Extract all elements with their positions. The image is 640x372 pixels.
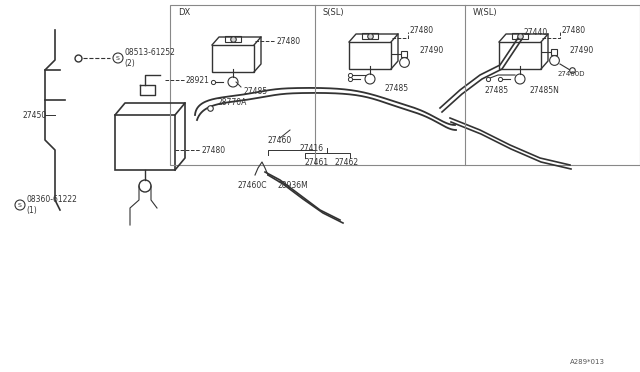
Text: 27440: 27440 — [524, 28, 548, 36]
Text: 27462: 27462 — [335, 157, 359, 167]
Bar — [499, 42, 541, 69]
Text: 27485: 27485 — [385, 83, 409, 93]
Text: 27480: 27480 — [410, 26, 434, 35]
Text: 27460D: 27460D — [558, 71, 586, 77]
Text: 27480: 27480 — [202, 145, 226, 154]
Text: 27485: 27485 — [243, 87, 267, 96]
Bar — [349, 42, 391, 69]
Text: S: S — [116, 55, 120, 61]
Text: 28921: 28921 — [186, 76, 210, 84]
Bar — [362, 33, 378, 39]
Text: S(SL): S(SL) — [323, 7, 344, 16]
Text: 08513-61252
(2): 08513-61252 (2) — [124, 48, 175, 68]
Text: 27460: 27460 — [268, 135, 292, 144]
Text: 27480: 27480 — [562, 26, 586, 35]
Text: 27490: 27490 — [420, 45, 444, 55]
Text: 27416: 27416 — [300, 144, 324, 153]
Text: 27485N: 27485N — [530, 86, 560, 94]
Bar — [512, 33, 528, 39]
Text: 27450: 27450 — [22, 110, 46, 119]
Text: 27490: 27490 — [570, 45, 595, 55]
Text: 27461: 27461 — [305, 157, 329, 167]
Text: A289*013: A289*013 — [570, 359, 605, 365]
Text: 28936M: 28936M — [278, 180, 308, 189]
Bar — [212, 45, 254, 72]
Bar — [115, 115, 175, 170]
Text: S: S — [18, 202, 22, 208]
Text: W(SL): W(SL) — [473, 7, 498, 16]
Bar — [170, 5, 640, 165]
Text: DX: DX — [178, 7, 190, 16]
Text: 27460C: 27460C — [238, 180, 268, 189]
Text: 27485: 27485 — [485, 86, 509, 94]
Text: 27480: 27480 — [277, 36, 301, 45]
Text: 08360-61222
(1): 08360-61222 (1) — [26, 195, 77, 215]
Text: 28770A: 28770A — [218, 97, 248, 106]
Bar — [225, 36, 241, 42]
